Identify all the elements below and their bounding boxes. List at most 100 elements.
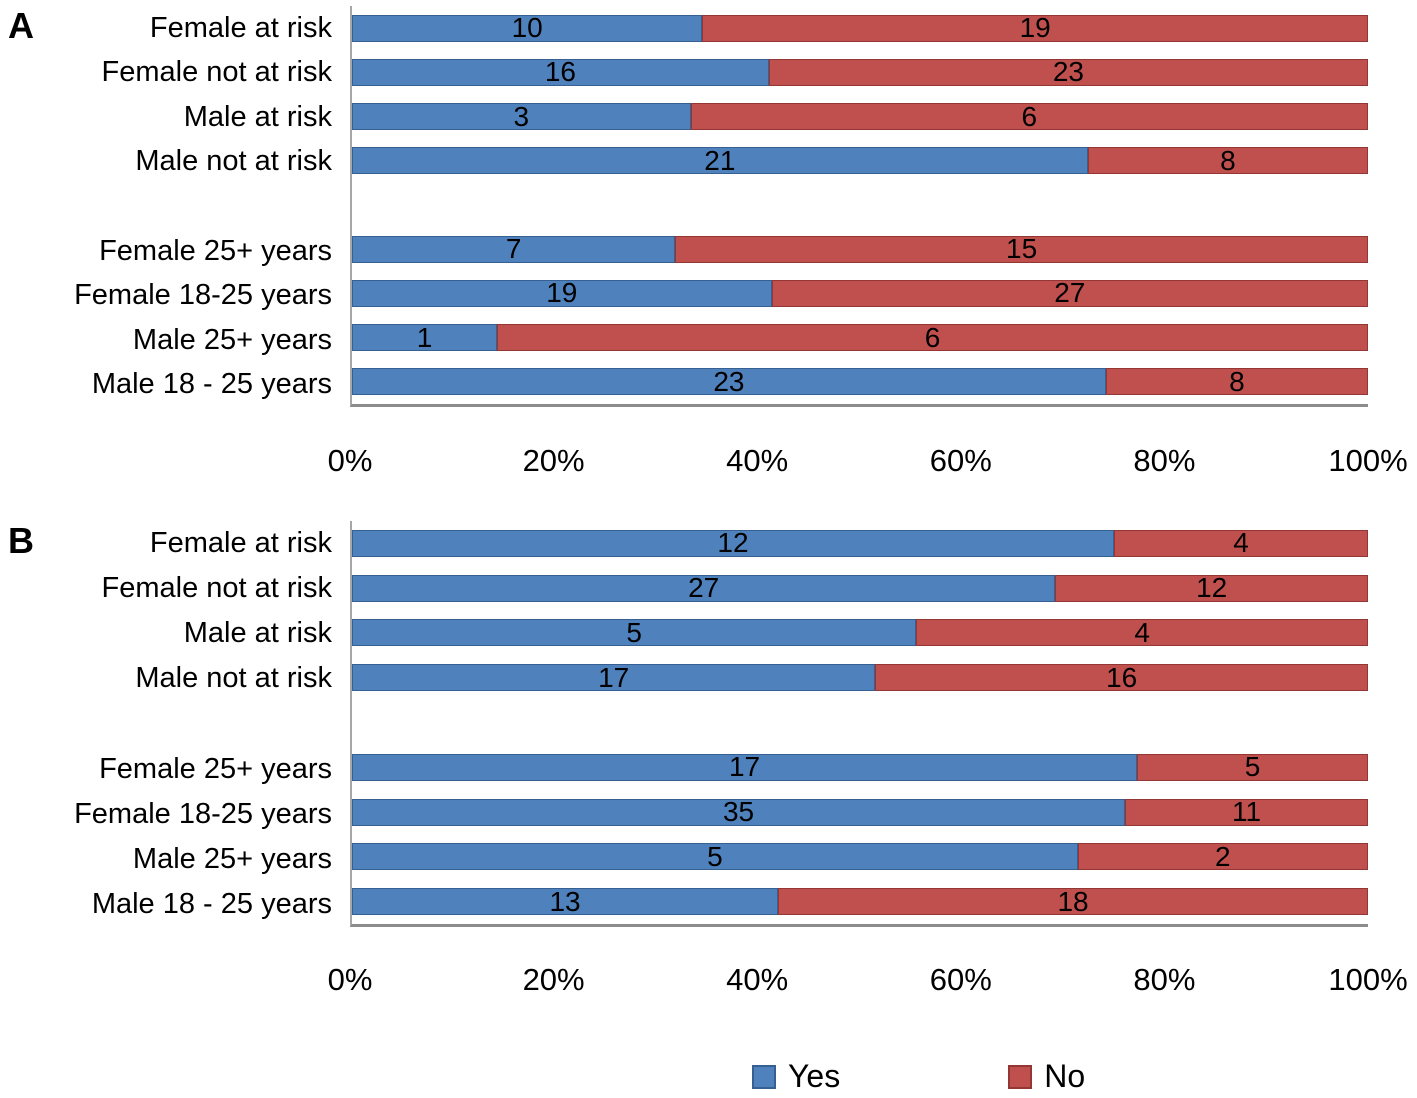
bar-row: 12 4 — [352, 521, 1368, 566]
legend-item-yes: Yes — [752, 1058, 840, 1095]
x-axis-tick-label: 60% — [929, 443, 992, 478]
stacked-bar: 10 19 — [352, 14, 1368, 42]
bar-row: 10 19 — [352, 6, 1368, 50]
category-label: Male not at risk — [135, 662, 332, 695]
bar-segment-no: 11 — [1125, 798, 1368, 826]
stacked-bar: 13 18 — [352, 887, 1368, 916]
x-axis-tick-label: 40% — [726, 443, 789, 478]
bar-segment-yes: 7 — [352, 235, 676, 263]
panel-a-label: A — [8, 5, 34, 46]
category-label: Female at risk — [149, 11, 332, 44]
bar-segment-yes: 19 — [352, 279, 772, 307]
bar-segment-no: 2 — [1077, 842, 1368, 871]
bar-row: 13 18 — [352, 879, 1368, 924]
x-axis: 0% 20% 40% 60% 80% 100% — [328, 962, 1408, 1002]
bar-segment-no: 6 — [497, 323, 1368, 352]
bar-segment-no: 15 — [675, 235, 1368, 263]
bar-segment-no: 8 — [1087, 146, 1368, 175]
chart-panel-b: B Female at risk Female not at risk Male a… — [0, 521, 1417, 1011]
chart-panel-a: A Female at risk Female not at risk Male a… — [0, 6, 1417, 496]
bar-row: 7 15 — [352, 227, 1368, 271]
category-label: Female 25+ years — [99, 234, 332, 267]
stacked-bar: 35 11 — [352, 798, 1368, 826]
bar-segment-yes: 1 — [352, 323, 498, 352]
bar-row: 35 11 — [352, 790, 1368, 835]
bar-segment-no: 8 — [1105, 367, 1368, 396]
legend-swatch-no-icon — [1008, 1064, 1033, 1089]
x-axis-tick-label: 100% — [1328, 443, 1408, 478]
category-label: Female not at risk — [101, 572, 332, 605]
x-axis-tick-label: 20% — [522, 443, 585, 478]
x-axis-tick-label: 20% — [522, 962, 585, 997]
panel-b-label: B — [8, 520, 34, 561]
legend-swatch-yes-icon — [752, 1064, 776, 1089]
category-label: Female 25+ years — [99, 752, 332, 785]
category-label: Male 18 - 25 years — [91, 368, 332, 401]
bar-segment-yes: 12 — [352, 529, 1114, 557]
bar-segment-yes: 23 — [352, 367, 1106, 396]
category-label: Male 25+ years — [132, 323, 332, 356]
category-label: Male 25+ years — [132, 842, 332, 875]
category-labels: Female at risk Female not at risk Male at … — [0, 521, 332, 927]
category-label: Female 18-25 years — [74, 797, 332, 830]
stacked-bar: 17 16 — [352, 663, 1368, 692]
bar-segment-no: 6 — [690, 102, 1368, 131]
bar-segment-no: 27 — [771, 279, 1368, 307]
bar-row: 19 27 — [352, 271, 1368, 315]
x-axis-tick-label: 40% — [726, 962, 789, 997]
x-axis-tick-label: 0% — [327, 443, 373, 478]
bar-segment-yes: 16 — [352, 58, 769, 86]
bar-segment-yes: 10 — [352, 14, 703, 42]
category-label: Male 18 - 25 years — [91, 887, 332, 920]
legend-label-no: No — [1044, 1058, 1086, 1094]
bar-segment-no: 18 — [778, 887, 1368, 916]
stacked-bar: 12 4 — [352, 529, 1368, 557]
x-axis-tick-label: 80% — [1133, 443, 1196, 478]
bar-row: 16 23 — [352, 50, 1368, 94]
plot-area: 12 4 27 12 5 4 17 16 17 5 35 11 5 2 13 18 — [350, 521, 1368, 927]
stacked-bar: 23 8 — [352, 367, 1368, 396]
stacked-bar: 17 5 — [352, 753, 1368, 781]
bar-segment-yes: 13 — [352, 887, 779, 916]
x-axis-tick-label: 80% — [1133, 962, 1196, 997]
category-label: Female at risk — [149, 527, 332, 560]
category-labels: Female at risk Female not at risk Male at … — [0, 6, 332, 407]
category-label: Female 18-25 years — [74, 279, 332, 312]
bar-segment-yes: 21 — [352, 146, 1088, 175]
bar-segment-no: 19 — [702, 14, 1368, 42]
bar-segment-yes: 3 — [352, 102, 691, 131]
bar-segment-no: 4 — [1114, 529, 1368, 557]
bar-segment-no: 16 — [875, 663, 1368, 692]
bar-segment-no: 5 — [1137, 753, 1368, 781]
stacked-bar: 21 8 — [352, 146, 1368, 175]
stacked-bar: 27 12 — [352, 574, 1368, 602]
bar-segment-no: 4 — [916, 618, 1368, 647]
stacked-bar: 16 23 — [352, 58, 1368, 86]
bar-segment-yes: 27 — [352, 574, 1056, 602]
x-axis-tick-label: 0% — [327, 962, 373, 997]
category-label: Female not at risk — [101, 56, 332, 89]
x-axis: 0% 20% 40% 60% 80% 100% — [328, 443, 1408, 483]
bar-segment-yes: 17 — [352, 663, 876, 692]
legend-item-no: No — [1008, 1058, 1085, 1095]
category-label: Male not at risk — [135, 145, 332, 178]
x-axis-tick-label: 60% — [929, 962, 992, 997]
legend-label-yes: Yes — [788, 1058, 841, 1094]
bar-row: 21 8 — [352, 139, 1368, 183]
stacked-bar: 19 27 — [352, 279, 1368, 307]
bar-segment-yes: 5 — [352, 618, 917, 647]
bar-segment-no: 12 — [1055, 574, 1368, 602]
plot-area: 10 19 16 23 3 6 21 8 7 15 19 27 1 6 23 8 — [350, 6, 1368, 407]
stacked-bar: 7 15 — [352, 235, 1368, 263]
bar-row: 27 12 — [352, 566, 1368, 611]
bar-row: 17 5 — [352, 745, 1368, 790]
bar-segment-no: 23 — [768, 58, 1368, 86]
